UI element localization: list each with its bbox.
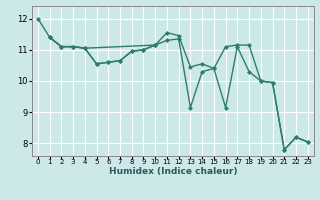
- X-axis label: Humidex (Indice chaleur): Humidex (Indice chaleur): [108, 167, 237, 176]
